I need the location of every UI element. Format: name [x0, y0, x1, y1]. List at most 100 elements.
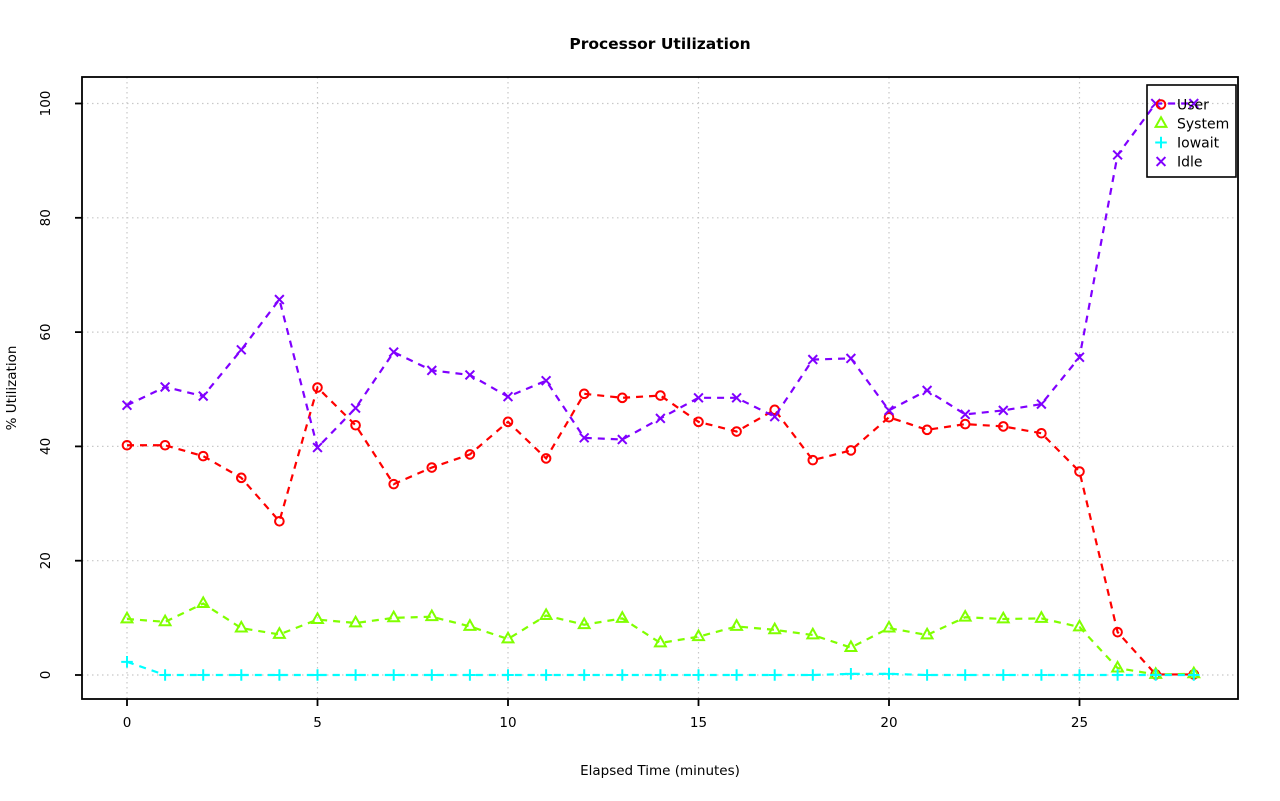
- x-tick-label: 10: [499, 715, 516, 731]
- x-marker: [655, 413, 666, 424]
- circle-marker: [1074, 466, 1085, 477]
- plus-marker: [1111, 669, 1124, 681]
- triangle-marker: [424, 608, 439, 622]
- circle-marker: [959, 418, 971, 430]
- circle-marker: [350, 419, 361, 431]
- plus-marker: [502, 669, 514, 681]
- legend-item-iowait: Iowait: [1155, 136, 1220, 152]
- x-marker: [121, 400, 133, 411]
- plus-marker: [997, 669, 1010, 681]
- axes-layer: 0 5 10 15 20 25 0 20 40 60 80 100: [38, 76, 1239, 731]
- plus-marker: [311, 669, 324, 681]
- x-marker: [579, 432, 590, 443]
- plus-marker: [464, 669, 476, 681]
- triangle-marker: [234, 619, 249, 633]
- plus-marker: [273, 669, 286, 681]
- series-line: [126, 102, 1194, 450]
- y-tick-label: 80: [38, 209, 54, 226]
- plus-marker: [959, 669, 971, 681]
- circle-marker: [807, 454, 819, 466]
- legend-label: System: [1177, 117, 1229, 133]
- x-marker: [350, 403, 361, 414]
- circle-marker: [159, 439, 171, 451]
- legend-label: Iowait: [1177, 136, 1220, 152]
- circle-marker: [998, 421, 1009, 432]
- circle-marker: [731, 426, 742, 437]
- data-series-layer: [119, 98, 1201, 681]
- chart-title: Processor Utilization: [569, 35, 750, 53]
- x-marker: [1188, 98, 1199, 109]
- x-marker: [159, 381, 171, 393]
- circle-marker: [388, 478, 400, 490]
- legend-item-user: User: [1155, 98, 1209, 114]
- plus-marker: [121, 656, 133, 668]
- plus-marker: [1149, 669, 1162, 681]
- plus-marker: [387, 669, 400, 681]
- x-marker: [845, 353, 857, 364]
- circle-marker: [502, 416, 514, 428]
- triangle-marker: [653, 634, 668, 648]
- triangle-marker: [958, 609, 973, 622]
- triangle-marker: [272, 626, 287, 639]
- x-marker: [693, 392, 704, 403]
- circle-marker: [464, 449, 476, 460]
- plus-marker: [1188, 669, 1200, 681]
- x-marker: [1036, 399, 1047, 410]
- circle-marker: [274, 515, 285, 527]
- x-marker: [731, 392, 742, 403]
- circle-marker: [312, 382, 323, 393]
- triangle-marker: [767, 621, 782, 635]
- circle-marker: [236, 472, 247, 484]
- circle-marker: [617, 392, 628, 404]
- circle-marker: [540, 453, 552, 464]
- x-marker: [312, 442, 323, 453]
- circle-marker: [921, 424, 933, 436]
- x-marker: [807, 354, 818, 365]
- circle-marker: [1155, 99, 1167, 110]
- circle-marker: [883, 411, 895, 423]
- x-axis-label: Elapsed Time (minutes): [580, 763, 740, 779]
- x-marker: [388, 346, 399, 358]
- circle-marker: [693, 416, 704, 428]
- plus-marker: [578, 669, 590, 681]
- circle-marker: [655, 390, 666, 401]
- triangle-marker: [805, 626, 820, 640]
- legend-label: User: [1177, 98, 1209, 114]
- triangle-marker: [538, 607, 554, 620]
- x-tick-label: 25: [1071, 715, 1088, 731]
- triangle-marker: [691, 628, 706, 642]
- triangle-marker: [577, 616, 592, 630]
- legend-label: Idle: [1177, 155, 1203, 171]
- plus-marker: [654, 669, 667, 681]
- triangle-marker: [996, 610, 1011, 624]
- circle-marker: [1112, 626, 1123, 638]
- x-marker: [883, 405, 895, 416]
- plus-marker: [426, 669, 438, 681]
- triangle-marker: [386, 609, 401, 623]
- plus-marker: [540, 669, 552, 681]
- legend-border: [1146, 84, 1237, 178]
- triangle-marker: [196, 595, 211, 608]
- circle-marker: [845, 445, 857, 456]
- triangle-marker: [348, 614, 363, 628]
- legend: User System Iowait Idle: [1146, 84, 1237, 178]
- x-marker: [998, 405, 1009, 416]
- x-marker: [921, 385, 933, 396]
- y-tick-label: 0: [38, 671, 54, 680]
- triangle-marker: [119, 610, 135, 624]
- plus-marker: [159, 669, 171, 681]
- plot-border: [81, 76, 1239, 700]
- triangle-marker: [919, 626, 935, 640]
- x-marker: [426, 365, 437, 376]
- triangle-marker: [500, 630, 516, 644]
- triangle-marker: [843, 639, 859, 652]
- plus-marker: [349, 669, 362, 681]
- x-marker: [236, 344, 247, 355]
- plus-marker: [1155, 136, 1167, 149]
- x-marker: [274, 294, 285, 305]
- series-iowait: [121, 656, 1200, 681]
- plus-marker: [692, 669, 705, 681]
- triangle-marker: [1153, 115, 1169, 128]
